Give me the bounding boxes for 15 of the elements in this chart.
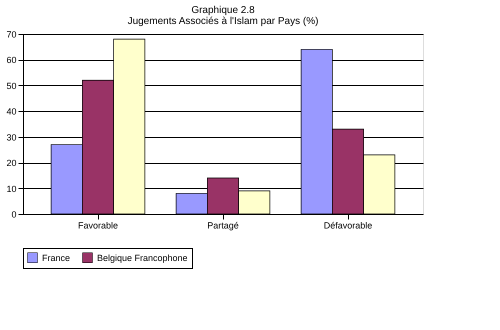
y-tick-label: 60 — [6, 55, 16, 66]
legend-label: France — [42, 252, 70, 263]
y-tick-label: 0 — [11, 210, 16, 220]
y-tick-label: 20 — [6, 158, 16, 168]
y-tick-label: 30 — [6, 132, 16, 142]
y-tick-label: 40 — [6, 106, 16, 117]
x-tick-label: Partagé — [207, 220, 239, 230]
chart-title: Graphique 2.8 — [191, 5, 256, 16]
chart-subtitle: Jugements Associés à l'Islam par Pays (%) — [128, 16, 318, 27]
x-tick-label: Défavorable — [324, 220, 372, 230]
y-tick-label: 70 — [6, 30, 16, 40]
y-tick-label: 10 — [6, 184, 16, 194]
x-tick-label: Favorable — [78, 220, 118, 230]
legend-label: Belgique Francophone — [97, 252, 188, 263]
y-tick-label: 50 — [6, 80, 16, 91]
